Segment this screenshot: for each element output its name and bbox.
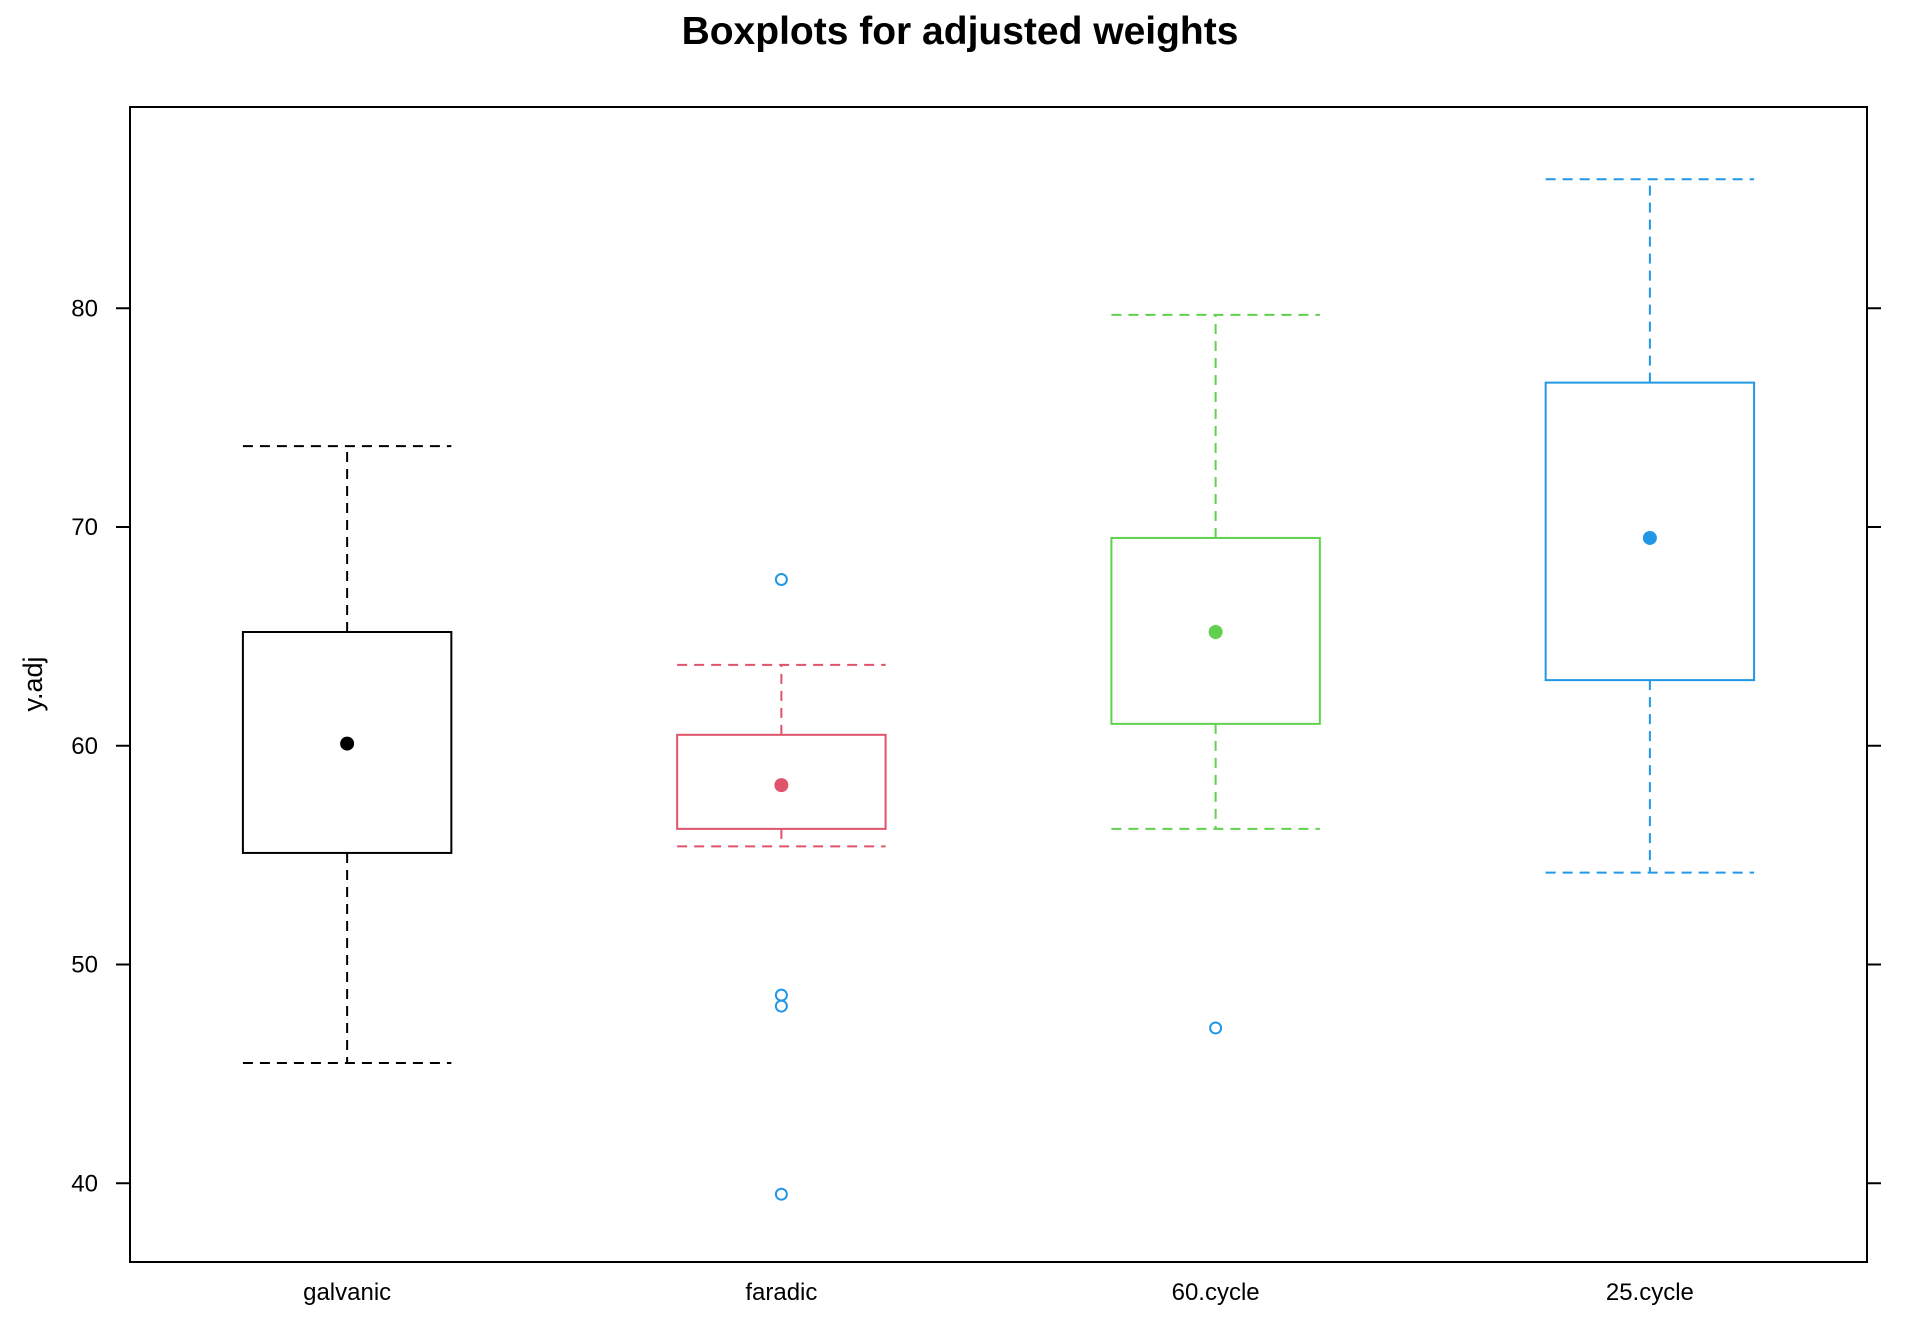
- box-galvanic: [241, 631, 453, 854]
- y-tick-label-60: 60: [71, 733, 98, 760]
- median-dot-25.cycle: [1642, 530, 1657, 545]
- box-group-25.cycle: [1544, 178, 1756, 874]
- median-dot-60.cycle: [1208, 625, 1223, 639]
- y-axis-label: y.adj: [18, 656, 48, 711]
- outlier-faradic-2: [774, 999, 788, 1013]
- x-tick-label-faradic: faradic: [745, 1279, 817, 1306]
- y-tick-label-80: 80: [71, 295, 98, 322]
- plot-frame: [129, 106, 1868, 1263]
- box-group-faradic: [676, 573, 887, 1201]
- outlier-faradic-0: [774, 573, 788, 586]
- median-dot-galvanic: [340, 736, 355, 751]
- boxes-layer: [241, 178, 1756, 1201]
- y-tick-label-50: 50: [71, 952, 98, 979]
- x-tick-label-60.cycle: 60.cycle: [1172, 1279, 1260, 1306]
- median-dot-faradic: [774, 778, 789, 793]
- y-tick-label-40: 40: [71, 1170, 98, 1197]
- x-tick-label-galvanic: galvanic: [303, 1279, 391, 1306]
- x-axis-labels: galvanic faradic 60.cycle 25.cycle: [303, 1279, 1694, 1306]
- outlier-60.cycle-0: [1209, 1021, 1223, 1035]
- x-tick-label-25.cycle: 25.cycle: [1606, 1279, 1694, 1306]
- box-60.cycle: [1110, 536, 1321, 725]
- outlier-faradic-1: [774, 988, 788, 1002]
- box-faradic: [676, 733, 887, 830]
- y-axis-ticks: 40 50 60 70 80: [71, 295, 1881, 1197]
- box-25.cycle: [1544, 381, 1756, 682]
- outlier-faradic-3: [774, 1187, 788, 1201]
- box-group-galvanic: [241, 445, 453, 1064]
- chart-title: Boxplots for adjusted weights: [682, 10, 1239, 53]
- y-tick-label-70: 70: [71, 514, 98, 541]
- box-group-60.cycle: [1110, 313, 1321, 1035]
